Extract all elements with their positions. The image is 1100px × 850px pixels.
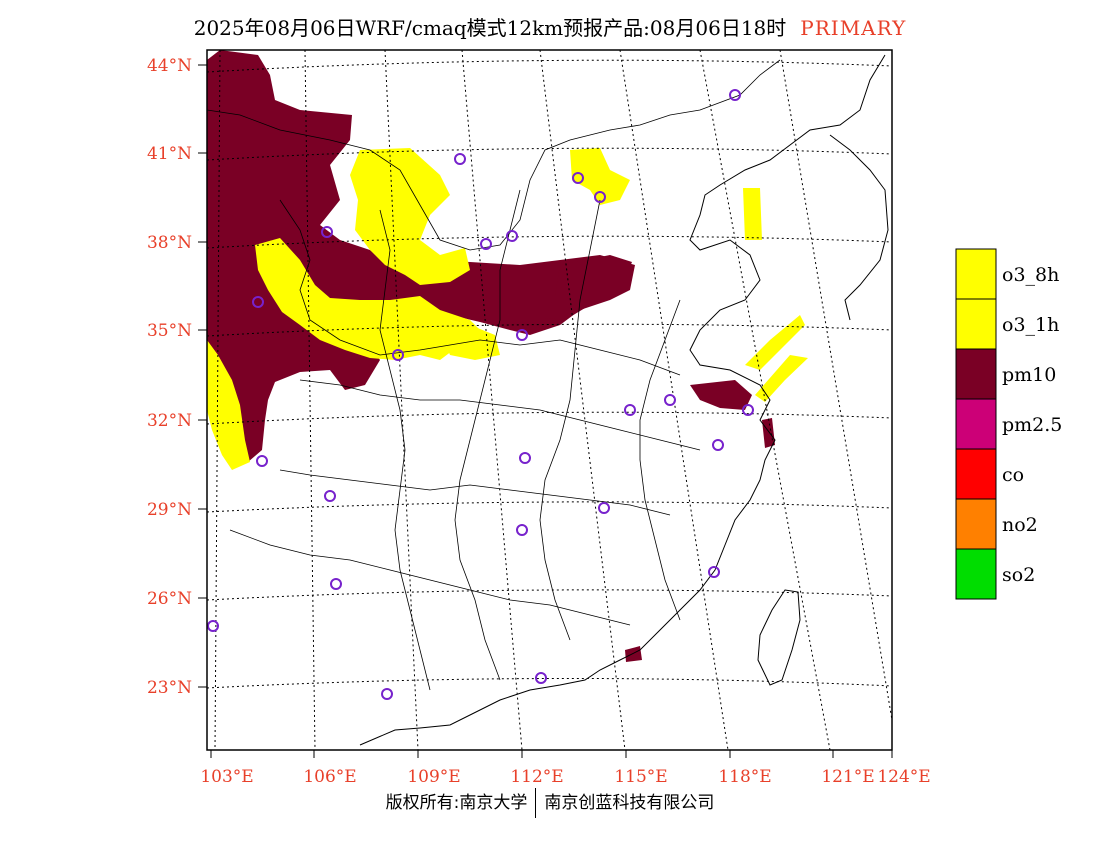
- map-title: 2025年08月06日WRF/cmaq模式12km预报产品:08月06日18时 P…: [0, 12, 1100, 41]
- lon-label: 121°E: [821, 767, 874, 787]
- pm10-region-guangdong: [625, 646, 642, 662]
- legend-label: no2: [1002, 514, 1038, 536]
- pm10-region-yangtze: [690, 380, 752, 410]
- lon-labels: 103°E 106°E 109°E 112°E 115°E 118°E 121°…: [200, 767, 930, 787]
- legend-swatch-so2: [955, 548, 997, 600]
- lon-label: 115°E: [614, 767, 667, 787]
- lat-axis: [198, 64, 207, 688]
- lon-label: 106°E: [303, 767, 356, 787]
- province-lines: [207, 59, 781, 691]
- legend-label: co: [1002, 464, 1024, 486]
- o3-region-east-sea: [745, 315, 805, 370]
- pollution-layer: [207, 50, 808, 662]
- primary-tag: PRIMARY: [800, 16, 907, 40]
- graticule: [207, 50, 892, 750]
- o3-region-henan: [440, 325, 500, 360]
- legend-swatch-pm2.5: [955, 398, 997, 450]
- legend-label: pm10: [1002, 364, 1056, 386]
- pm10-region-shanghai: [762, 418, 775, 448]
- map-frame: [206, 49, 893, 751]
- lat-labels: 44°N 41°N 38°N 35°N 32°N 29°N 26°N 23°N: [147, 56, 192, 698]
- legend-label: o3_8h: [1002, 264, 1059, 286]
- o3-region-central: [255, 238, 480, 360]
- lat-label: 29°N: [147, 500, 192, 520]
- lat-label: 35°N: [147, 321, 192, 341]
- lon-label: 112°E: [510, 767, 563, 787]
- o3-region-beijing: [570, 148, 630, 205]
- lon-label: 109°E: [407, 767, 460, 787]
- legend-swatch-no2: [955, 498, 997, 550]
- footer-divider: [535, 788, 537, 818]
- legend-swatch-co: [955, 448, 997, 500]
- lon-label: 103°E: [200, 767, 253, 787]
- lat-label: 44°N: [147, 56, 192, 76]
- copyright-company: 南京创蓝科技有限公司: [544, 793, 715, 813]
- o3-region-north: [350, 148, 470, 285]
- lon-label: 118°E: [718, 767, 771, 787]
- taiwan: [757, 589, 801, 686]
- o3-region-southwest: [207, 340, 250, 470]
- lat-label: 32°N: [147, 411, 192, 431]
- legend-label: o3_1h: [1002, 314, 1059, 336]
- o3-region-east-sea-2: [755, 355, 808, 402]
- lon-label: 124°E: [877, 767, 930, 787]
- lat-label: 38°N: [147, 233, 192, 253]
- station-markers: [207, 89, 754, 700]
- lon-axis: [210, 750, 893, 758]
- legend-swatch-pm10: [955, 348, 997, 400]
- legend-label: so2: [1002, 564, 1035, 586]
- pm10-region-taihang: [545, 255, 632, 320]
- lat-label: 23°N: [147, 678, 192, 698]
- legend: o3_8h o3_1h pm10 pm2.5 co no2 so2: [955, 248, 1062, 600]
- coastline: [359, 54, 886, 746]
- legend-swatch-o3_1h: [955, 298, 997, 350]
- copyright-owner: 版权所有:南京大学: [385, 793, 528, 813]
- legend-swatch-o3_8h: [955, 248, 997, 300]
- pm10-region-west: [207, 50, 635, 462]
- title-text: 2025年08月06日WRF/cmaq模式12km预报产品:08月06日18时: [193, 16, 787, 40]
- copyright-footer: 版权所有:南京大学 南京创蓝科技有限公司: [0, 788, 1100, 818]
- lat-label: 41°N: [147, 144, 192, 164]
- boundaries: [207, 54, 889, 746]
- korea-coast: [829, 134, 889, 321]
- lat-label: 26°N: [147, 589, 192, 609]
- legend-label: pm2.5: [1002, 414, 1062, 436]
- o3-region-bohai: [743, 188, 762, 240]
